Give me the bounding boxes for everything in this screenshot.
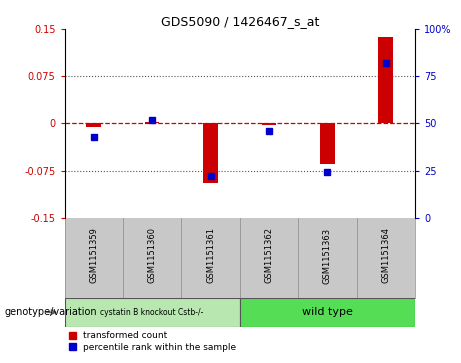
Bar bbox=[378, 37, 393, 123]
Text: GSM1151362: GSM1151362 bbox=[265, 227, 273, 284]
Legend: transformed count, percentile rank within the sample: transformed count, percentile rank withi… bbox=[69, 331, 236, 352]
Title: GDS5090 / 1426467_s_at: GDS5090 / 1426467_s_at bbox=[160, 15, 319, 28]
Bar bbox=[87, 123, 101, 127]
Bar bbox=[203, 123, 218, 183]
Bar bbox=[65, 298, 240, 327]
Text: GSM1151361: GSM1151361 bbox=[206, 227, 215, 284]
Bar bbox=[240, 298, 415, 327]
Text: wild type: wild type bbox=[302, 307, 353, 317]
Bar bbox=[261, 123, 276, 125]
Text: GSM1151363: GSM1151363 bbox=[323, 227, 332, 284]
Text: cystatin B knockout Cstb-/-: cystatin B knockout Cstb-/- bbox=[100, 308, 204, 317]
Text: GSM1151359: GSM1151359 bbox=[89, 227, 98, 283]
Text: GSM1151364: GSM1151364 bbox=[381, 227, 390, 284]
Text: genotype/variation: genotype/variation bbox=[5, 307, 97, 317]
Bar bbox=[145, 122, 160, 123]
Bar bbox=[320, 123, 335, 164]
Text: GSM1151360: GSM1151360 bbox=[148, 227, 157, 284]
